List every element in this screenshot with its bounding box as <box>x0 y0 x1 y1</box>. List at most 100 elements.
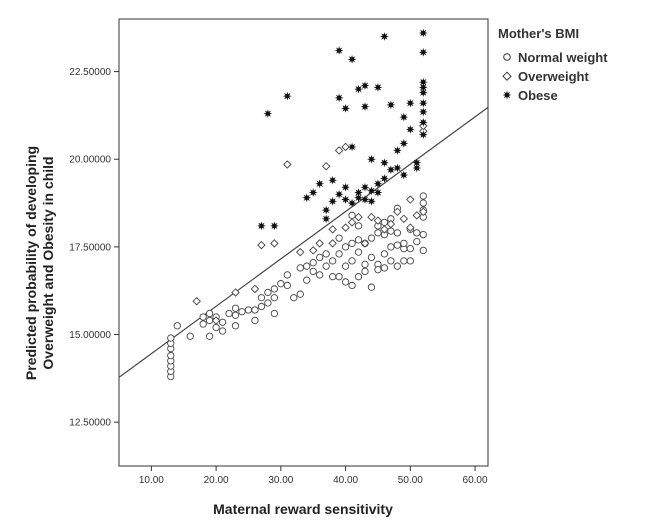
obese-point <box>399 139 409 148</box>
obese-point <box>282 91 292 101</box>
x-axis: 10.00 20.00 30.00 40.00 50.00 60.00 <box>139 466 488 486</box>
normal-weight-point <box>354 236 363 244</box>
normal-weight-point <box>173 322 181 330</box>
overweight-point <box>406 223 415 232</box>
overweight-point <box>231 288 240 297</box>
obese-point <box>405 98 415 108</box>
legend-item-normal-weight: Normal weight <box>503 50 608 65</box>
y-axis-label-line-2: Overweight and Obesity in child <box>40 156 56 369</box>
circle-marker-icon <box>503 53 511 61</box>
obese-point <box>341 182 350 192</box>
normal-weight-point <box>322 262 330 270</box>
obese-point <box>367 196 376 206</box>
legend-item-obese: Obese <box>502 88 558 103</box>
normal-weight-point <box>283 271 291 279</box>
x-tick-label: 50.00 <box>398 475 423 486</box>
obese-point <box>418 82 428 92</box>
normal-weight-point <box>354 248 363 256</box>
obese-point <box>315 179 325 189</box>
overweight-point <box>296 247 305 257</box>
obese-point <box>418 130 428 140</box>
normal-weight-point <box>167 351 175 360</box>
normal-weight-point <box>361 260 369 269</box>
normal-weight-point <box>270 285 279 293</box>
normal-weight-point <box>270 294 279 302</box>
obese-point <box>269 221 279 231</box>
obese-point <box>380 32 389 41</box>
obese-point <box>392 146 402 155</box>
obese-point <box>347 54 357 64</box>
normal-weight-point <box>199 313 207 321</box>
obese-point <box>341 104 350 113</box>
normal-weight-point <box>238 308 246 316</box>
normal-weight-point <box>231 322 240 330</box>
overweight-point <box>367 212 376 222</box>
normal-weight-point <box>380 250 389 258</box>
y-axis-label-line-1: Predicted probability of developing <box>23 146 39 380</box>
obese-point <box>334 189 344 199</box>
overweight-point <box>283 160 292 169</box>
normal-weight-point <box>251 316 259 325</box>
normal-weight-point <box>361 267 369 276</box>
x-tick-label: 20.00 <box>204 475 229 486</box>
obese-point <box>308 188 318 197</box>
overweight-point <box>347 218 357 227</box>
y-axis-label: Predicted probability of developing Over… <box>23 146 56 380</box>
normal-weight-point <box>283 281 291 290</box>
normal-weight-point <box>231 311 240 319</box>
normal-weight-point <box>218 318 227 326</box>
obese-point <box>354 84 363 94</box>
normal-weight-point <box>277 280 285 288</box>
overweight-point <box>341 142 350 152</box>
normal-weight-point <box>303 276 311 284</box>
obese-point <box>360 195 370 204</box>
normal-weight-point <box>264 299 272 307</box>
normal-weight-point <box>374 229 382 237</box>
overweight-point <box>406 195 415 204</box>
obese-point <box>354 193 363 203</box>
normal-weight-point <box>419 246 427 255</box>
normal-weight-point <box>380 218 389 226</box>
normal-weight-point <box>387 257 395 265</box>
legend-label-normal-weight: Normal weight <box>518 50 608 65</box>
normal-weight-point <box>419 199 427 207</box>
normal-weight-point <box>218 327 227 335</box>
overweight-point <box>315 239 324 248</box>
normal-weight-point <box>335 273 343 281</box>
diamond-marker-icon <box>502 71 512 81</box>
overweight-point <box>257 240 266 250</box>
normal-weight-point <box>303 262 311 270</box>
normal-weight-point <box>186 332 194 340</box>
legend: Mother's BMI Normal weight Overweight Ob… <box>498 26 608 103</box>
x-tick-label: 10.00 <box>139 475 164 486</box>
obese-point <box>367 154 376 164</box>
obese-point <box>386 100 396 110</box>
obese-point <box>392 163 402 173</box>
obese-point <box>321 214 331 224</box>
obese-point <box>257 221 266 231</box>
normal-weight-point <box>387 243 395 251</box>
obese-point <box>399 170 409 180</box>
normal-weight-point <box>348 257 356 265</box>
normal-weight-point <box>419 230 427 239</box>
normal-weight-point <box>400 257 408 265</box>
x-tick-label: 30.00 <box>268 475 293 486</box>
normal-weight-point <box>296 290 304 298</box>
normal-weight-point <box>296 264 304 272</box>
overweight-point <box>341 223 350 232</box>
obese-point <box>405 125 415 134</box>
normal-weight-point <box>406 257 414 265</box>
overweight-point <box>192 296 201 306</box>
overweight-point <box>250 284 260 294</box>
obese-point <box>380 158 389 168</box>
normal-weight-point <box>328 273 337 281</box>
overweight-point <box>270 239 279 248</box>
normal-weight-point <box>251 306 259 314</box>
obese-point <box>386 165 396 175</box>
normal-weight-point <box>341 262 350 270</box>
x-tick-label: 60.00 <box>463 475 488 486</box>
obese-point <box>347 198 357 208</box>
obese-point <box>418 28 428 38</box>
normal-weight-point <box>419 192 427 200</box>
obese-point <box>367 186 376 196</box>
